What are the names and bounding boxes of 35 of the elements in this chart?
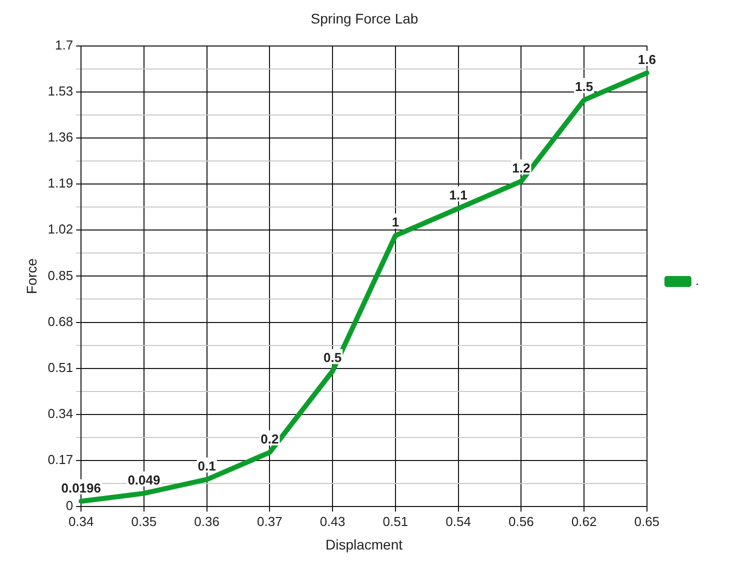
y-tick-label: 0.68 [48,314,74,329]
data-label: 1.2 [512,160,530,176]
x-tick-label: 0.51 [382,514,408,529]
y-tick-label: 1.36 [48,130,74,145]
legend-label: . [695,273,700,288]
y-tick-label: 1.02 [48,222,74,237]
y-axis-title: Force [23,258,40,294]
data-label: 0.2 [260,431,279,446]
data-label: 1.5 [574,79,594,94]
y-tick-label: 0.34 [48,406,74,422]
y-tick-label: 0 [66,498,74,514]
y-tick-label: 1.19 [48,176,74,191]
y-tick-label: 0.85 [48,268,74,283]
x-tick-label: 0.65 [634,514,660,529]
x-tick-label: 0.62 [571,514,597,529]
x-tick-label: 0.36 [194,514,220,529]
y-tick-label: 1.53 [48,83,74,98]
data-label: 0.5 [324,350,342,366]
x-tick-label: 0.37 [257,514,282,529]
y-tick-label: 0.17 [48,452,74,468]
data-label: 1.1 [449,188,468,203]
x-tick-label: 0.43 [320,514,346,529]
x-axis-title: Displacment [325,536,403,552]
data-label: 0.0196 [61,480,101,496]
data-label: 0.1 [198,458,216,474]
chart-title: Spring Force Lab [310,10,418,26]
x-tick-label: 0.56 [508,514,534,529]
data-label: 0.049 [128,472,160,488]
data-label: 1 [392,214,400,230]
x-tick-label: 0.35 [131,514,157,529]
x-tick-label: 0.54 [446,514,471,529]
y-tick-label: 1.7 [55,37,74,52]
y-tick-label: 0.51 [48,360,74,375]
x-tick-label: 0.34 [68,514,94,529]
data-label: 1.6 [638,52,656,67]
